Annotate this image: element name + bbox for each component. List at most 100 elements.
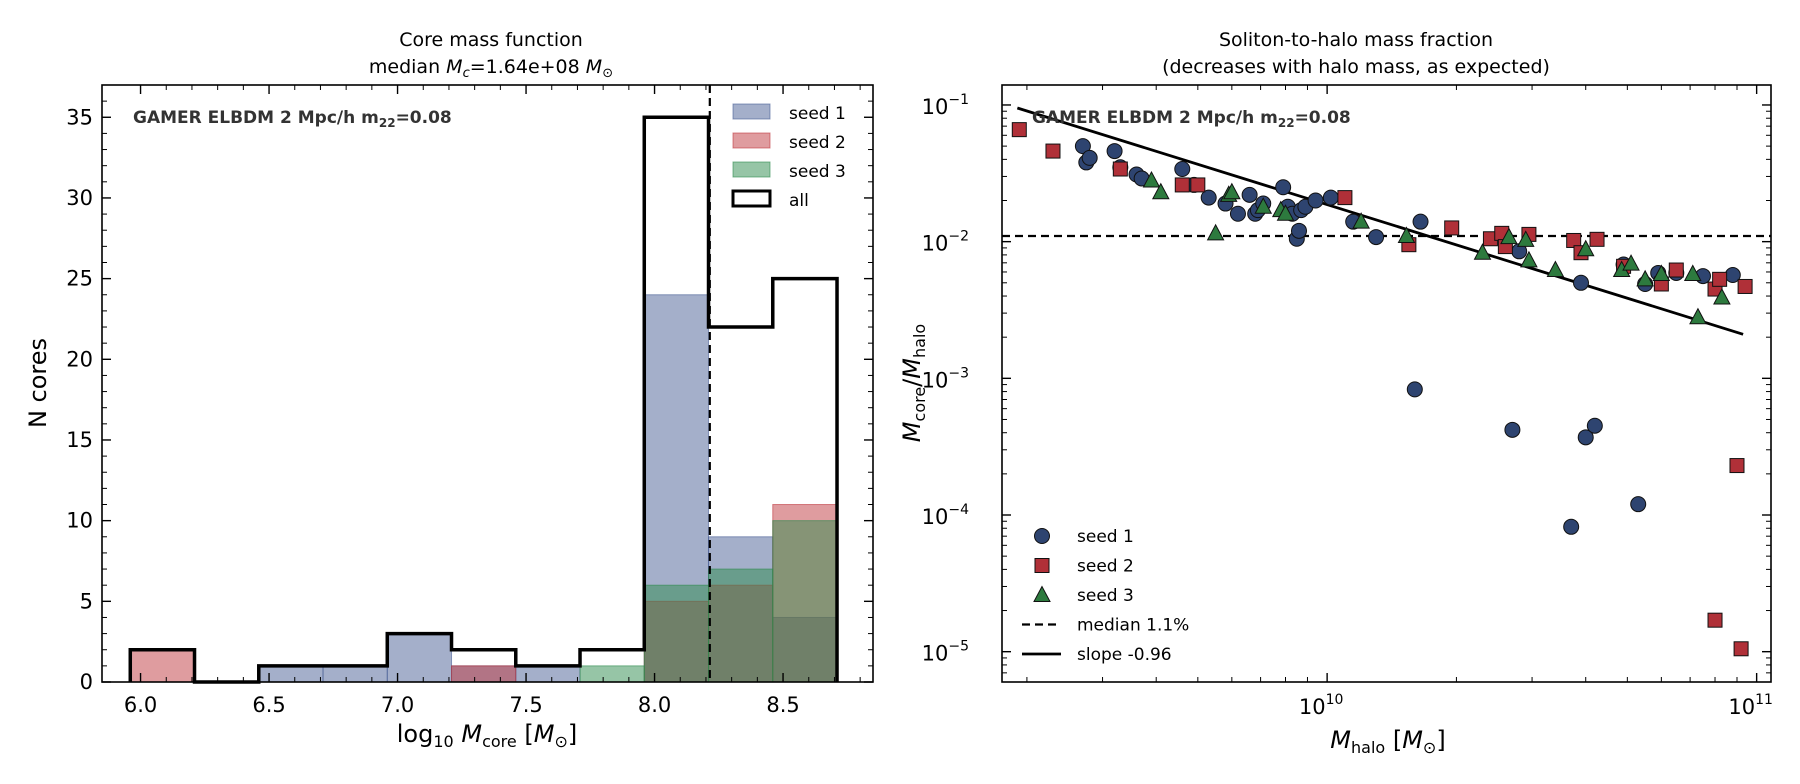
hist-yticks: 0 5 10 15 20 25 30 35 <box>66 100 873 694</box>
scatter-ytick-label: 10−3 <box>922 365 969 392</box>
scatter-point-triangle <box>1397 226 1416 243</box>
scatter-point-square <box>1174 177 1190 193</box>
scatter-point-triangle <box>1142 170 1161 188</box>
scatter-point-circle <box>1106 143 1123 160</box>
scatter-annotation: GAMER ELBDM 2 Mpc/h m22=0.08 <box>1032 108 1351 130</box>
scatter-point-triangle <box>1520 250 1538 268</box>
hist-annotation: GAMER ELBDM 2 Mpc/h m22=0.08 <box>133 108 452 130</box>
hist-xtick-label: 8.5 <box>766 693 799 717</box>
scatter-point-square <box>1707 612 1723 628</box>
scatter-point-triangle <box>1352 212 1370 229</box>
legend-marker <box>1034 558 1050 573</box>
exponent: 10 <box>1326 692 1344 708</box>
scatter-point-circle <box>1412 213 1429 230</box>
scatter-point-square <box>1589 231 1605 247</box>
histogram-panel: Core mass function median Mc=1.64e+08 M⊙… <box>24 29 874 751</box>
legend-swatch-all <box>731 189 772 208</box>
scatter-point-circle <box>1572 274 1589 291</box>
hist-bar <box>708 568 774 683</box>
scatter-point-circle <box>1241 186 1258 203</box>
scatter-point-square <box>1011 122 1027 138</box>
scatter-point-square <box>1668 262 1684 278</box>
scatter-point-triangle <box>1473 243 1492 260</box>
hist-bar <box>322 665 388 683</box>
hist-ytick-label: 35 <box>66 105 93 129</box>
scatter-point-triangle <box>1206 223 1225 241</box>
scatter-point-square <box>1737 278 1753 294</box>
scatter-point-square <box>1337 190 1353 206</box>
scatter-points <box>1011 122 1753 657</box>
scatter-point-triangle <box>1622 254 1640 271</box>
scatter-panel: Soliton-to-halo mass fraction (decreases… <box>898 29 1773 757</box>
legend-marker <box>1034 528 1050 544</box>
hist-title: Core mass function <box>399 29 583 51</box>
scatter-point-circle <box>1630 496 1647 513</box>
scatter-title: Soliton-to-halo mass fraction <box>1219 29 1493 51</box>
fit-line <box>1016 106 1744 336</box>
scatter-ylabel: Mcore/Mhalo <box>898 324 929 442</box>
exponent: 11 <box>1755 692 1773 708</box>
scatter-point-triangle <box>1713 287 1731 305</box>
hist-bar <box>579 665 645 683</box>
legend-label: seed 2 <box>1077 557 1134 577</box>
scatter-subtitle: (decreases with halo mass, as expected) <box>1162 56 1550 78</box>
exponent: −5 <box>948 639 969 655</box>
exponent: −3 <box>948 365 969 381</box>
hist-legend: seed 1 seed 2 seed 3 all <box>731 103 846 211</box>
hist-ytick-label: 5 <box>80 589 93 613</box>
scatter-point-circle <box>1200 189 1217 206</box>
legend-swatch <box>732 132 771 149</box>
legend-swatch <box>732 103 771 120</box>
legend-label: seed 1 <box>1077 527 1134 547</box>
hist-xtick-label: 8.0 <box>638 693 671 717</box>
scatter-point-circle <box>1322 189 1339 206</box>
hist-xtick-label: 7.0 <box>381 693 414 717</box>
hist-ytick-label: 10 <box>66 509 93 533</box>
scatter-point-triangle <box>1689 307 1707 325</box>
scatter-axes-frame <box>1001 84 1772 683</box>
legend-label: median 1.1% <box>1077 616 1189 636</box>
scatter-xlabel: Mhalo [M⊙] <box>1330 726 1445 757</box>
legend-label: slope -0.96 <box>1077 645 1172 665</box>
exponent: −4 <box>948 502 969 518</box>
scatter-point-triangle <box>1576 239 1595 257</box>
hist-xtick-label: 6.0 <box>124 693 157 717</box>
scatter-ytick-label: 10−4 <box>922 502 969 529</box>
hist-xtick-label: 7.5 <box>509 693 542 717</box>
scatter-point-circle <box>1406 381 1423 398</box>
hist-bar <box>451 665 517 683</box>
hist-axes-frame <box>101 84 874 683</box>
scatter-point-circle <box>1290 222 1307 239</box>
hist-bars <box>129 294 838 683</box>
scatter-point-triangle <box>1546 260 1565 278</box>
scatter-xtick-label: 1011 <box>1728 692 1773 719</box>
scatter-point-triangle <box>1516 230 1535 247</box>
scatter-point-square <box>1712 271 1728 287</box>
scatter-point-triangle <box>1254 197 1273 214</box>
scatter-ytick-label: 10−5 <box>922 639 969 666</box>
exponent: −2 <box>948 229 969 245</box>
hist-xtick-label: 6.5 <box>252 693 285 717</box>
hist-ylabel: N cores <box>24 338 52 428</box>
scatter-point-circle <box>1586 417 1603 434</box>
scatter-point-triangle <box>1652 264 1671 281</box>
scatter-point-circle <box>1504 421 1521 438</box>
legend-label: seed 2 <box>789 133 846 153</box>
scatter-point-square <box>1112 161 1128 177</box>
scatter-point-square <box>1444 220 1460 236</box>
scatter-point-circle <box>1174 161 1191 178</box>
scatter-point-circle <box>1307 192 1324 209</box>
scatter-point-circle <box>1368 229 1385 246</box>
hist-xlabel: log10 Mcore [M⊙] <box>397 720 577 751</box>
scatter-point-circle <box>1577 429 1594 446</box>
hist-bar <box>772 520 838 683</box>
scatter-point-square <box>1729 458 1745 474</box>
scatter-point-triangle <box>1223 182 1241 200</box>
scatter-point-circle <box>1563 518 1580 535</box>
scatter-point-circle <box>1074 138 1091 155</box>
scatter-point-triangle <box>1500 227 1518 245</box>
scatter-point-circle <box>1229 205 1246 222</box>
scatter-point-triangle <box>1683 264 1702 281</box>
scatter-point-square <box>1733 641 1749 657</box>
